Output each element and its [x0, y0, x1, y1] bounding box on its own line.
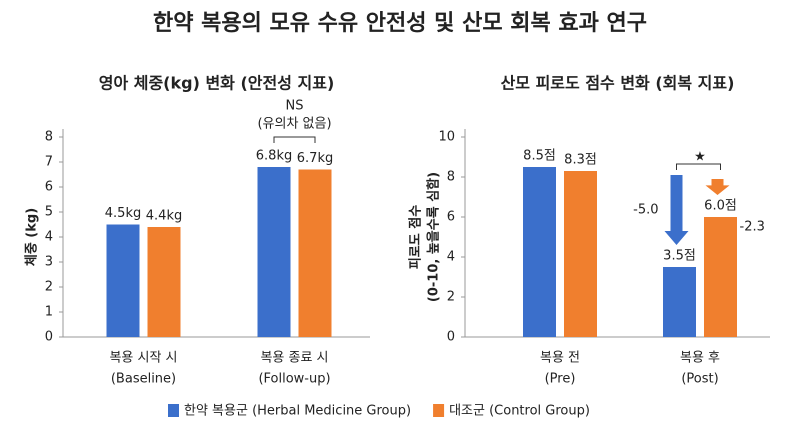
value-label: 8.3점 — [564, 153, 597, 168]
x-tick-label: 복용 종료 시 — [260, 351, 328, 366]
bar — [564, 171, 597, 337]
y-tick-label: 10 — [438, 130, 455, 145]
legend-label: 한약 복용군 (Herbal Medicine Group) — [184, 404, 411, 419]
y-tick-label: 5 — [45, 205, 53, 220]
legend-label: 대조군 (Control Group) — [449, 404, 590, 419]
y-tick-label: 4 — [45, 230, 53, 245]
bar — [106, 224, 140, 337]
annotation: NS — [286, 99, 304, 114]
y-axis-label: 피로도 점수 — [409, 205, 424, 269]
y-tick-label: 0 — [45, 330, 53, 345]
bar — [298, 169, 332, 337]
y-tick-label: 3 — [45, 255, 53, 270]
y-tick-label: 6 — [45, 180, 53, 195]
subplot-title: 영아 체중(kg) 변화 (안전성 지표) — [99, 74, 335, 93]
annotation: ★ — [694, 150, 706, 165]
y-tick-label: 0 — [447, 330, 455, 345]
x-tick-label: 복용 전 — [540, 351, 580, 366]
y-tick-label: 6 — [447, 210, 455, 225]
bar — [704, 217, 737, 337]
value-label: 4.4kg — [146, 209, 182, 224]
value-label: 4.5kg — [105, 206, 141, 221]
y-tick-label: 4 — [447, 250, 455, 265]
x-tick-sublabel: (Pre) — [545, 372, 576, 387]
change-arrow — [705, 179, 730, 195]
bar — [523, 167, 556, 337]
annotation-note: (유의차 없음) — [257, 117, 331, 132]
y-tick-label: 1 — [45, 305, 53, 320]
change-arrow — [664, 175, 689, 245]
x-tick-sublabel: (Post) — [681, 372, 718, 387]
x-tick-label: 복용 후 — [680, 351, 720, 366]
change-label: -2.3 — [740, 220, 765, 235]
change-label: -5.0 — [633, 203, 658, 218]
bar — [257, 167, 291, 337]
x-tick-sublabel: (Baseline) — [111, 372, 176, 387]
value-label: 6.8kg — [256, 149, 292, 164]
legend-swatch — [433, 404, 445, 417]
y-tick-label: 2 — [447, 290, 455, 305]
legend-swatch — [168, 404, 179, 417]
bar — [663, 267, 696, 337]
y-axis-label: 체중 (kg) — [25, 208, 40, 266]
x-tick-sublabel: (Follow-up) — [258, 372, 330, 387]
y-tick-label: 8 — [447, 170, 455, 185]
chart-title: 한약 복용의 모유 수유 안전성 및 산모 회복 효과 연구 — [153, 11, 647, 36]
bar — [147, 227, 181, 337]
x-tick-label: 복용 시작 시 — [109, 351, 177, 366]
subplot-title: 산모 피로도 점수 변화 (회복 지표) — [501, 74, 735, 93]
value-label: 8.5점 — [523, 149, 556, 164]
y-tick-label: 8 — [45, 130, 53, 145]
value-label: 6.7kg — [297, 151, 333, 166]
value-label: 3.5점 — [663, 249, 696, 264]
y-tick-label: 2 — [45, 280, 53, 295]
bracket — [273, 136, 316, 143]
y-tick-label: 7 — [45, 155, 53, 170]
y-axis-label: (0-10, 높을수록 심함) — [426, 172, 442, 302]
value-label: 6.0점 — [704, 199, 737, 214]
bracket — [676, 163, 721, 170]
